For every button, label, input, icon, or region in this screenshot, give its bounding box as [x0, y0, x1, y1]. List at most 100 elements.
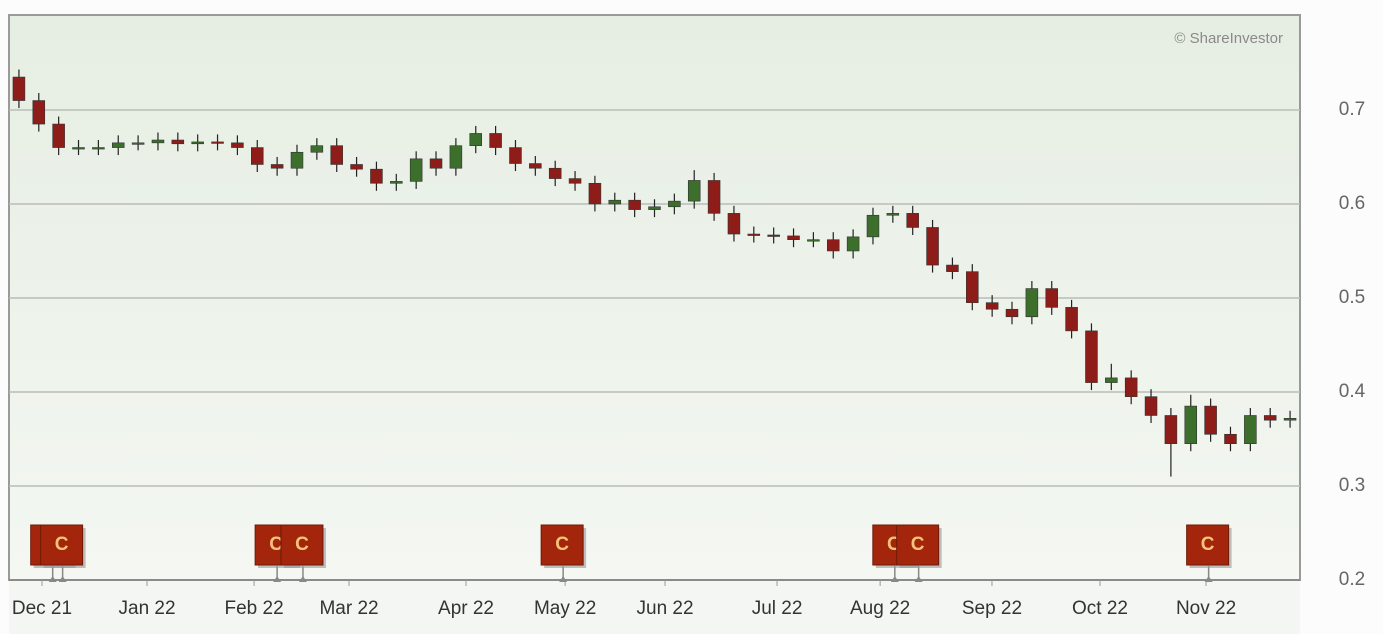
x-tick-label: Jun 22 [637, 598, 694, 619]
candle-body [966, 271, 979, 303]
y-tick-label: 0.4 [1339, 381, 1366, 402]
x-axis-band [9, 580, 1300, 634]
candle-body [529, 163, 542, 169]
x-tick-label: Jan 22 [119, 598, 176, 619]
candle-body [668, 200, 681, 208]
event-marker [540, 524, 584, 566]
candle-body [12, 76, 26, 101]
x-tick-label: Mar 22 [319, 598, 378, 619]
candle-body [1105, 377, 1118, 383]
candle-body [1224, 433, 1237, 444]
y-tick-label: 0.3 [1339, 475, 1365, 496]
candle-body [846, 236, 860, 252]
event-pin [48, 576, 57, 582]
candle-body [509, 147, 522, 164]
x-tick-label: Jul 22 [752, 598, 803, 619]
event-label: C [295, 534, 309, 555]
y-tick-label: 0.7 [1339, 99, 1365, 120]
candle-body [390, 181, 403, 184]
candle-body [985, 302, 999, 310]
candle-body [310, 145, 324, 153]
candle-body [588, 182, 602, 205]
candle-body [111, 142, 125, 148]
candle-body [251, 147, 264, 165]
candle-body [211, 141, 224, 144]
candle-body [171, 139, 185, 145]
candle-body [290, 151, 304, 169]
candle-body [191, 141, 204, 145]
candle-body [1124, 377, 1138, 397]
event-label: C [555, 534, 569, 555]
x-tick-label: Oct 22 [1072, 598, 1128, 619]
candle-body [270, 164, 284, 169]
candle-body [648, 206, 661, 210]
event-marker [896, 524, 940, 566]
x-tick-label: Sep 22 [962, 598, 1022, 619]
event-label: C [1201, 534, 1215, 555]
candle-body [946, 264, 959, 272]
candle-body [52, 123, 65, 148]
event-pin [559, 576, 568, 582]
candle-body [687, 180, 701, 202]
candle-body [1045, 288, 1058, 308]
event-pin [298, 576, 307, 582]
event-marker [280, 524, 324, 566]
candle-body [807, 239, 820, 242]
candle-body [767, 234, 780, 237]
y-tick-label: 0.6 [1339, 193, 1365, 214]
x-tick-label: May 22 [534, 598, 596, 619]
candle-body [231, 142, 244, 148]
event-label: C [269, 534, 283, 555]
candle-body [92, 147, 105, 150]
candle-body [568, 178, 582, 184]
event-marker [1186, 524, 1230, 566]
candle-body [1085, 330, 1098, 383]
x-tick-label: Aug 22 [850, 598, 910, 619]
candle-body [449, 145, 463, 169]
candle-body [628, 199, 641, 210]
candle-body [489, 133, 502, 148]
candle-body [330, 145, 343, 165]
event-pin [273, 576, 282, 582]
candle-body [926, 227, 939, 266]
candle-body [131, 142, 145, 145]
candle-body [548, 167, 562, 179]
event-pin [1204, 576, 1213, 582]
candle-body [1184, 405, 1198, 444]
candle-body [1005, 308, 1019, 318]
candle-body [886, 213, 900, 216]
watermark: © ShareInvestor [1174, 30, 1283, 47]
candle-body [469, 133, 483, 146]
x-tick-label: Dec 21 [12, 598, 72, 619]
y-tick-label: 0.2 [1339, 569, 1365, 590]
candle-body [1065, 307, 1078, 332]
x-tick-label: Nov 22 [1176, 598, 1236, 619]
candle-body [72, 147, 85, 150]
candle-body [1025, 288, 1039, 318]
event-pin [890, 576, 899, 582]
candle-body [747, 233, 761, 236]
event-marker [40, 524, 84, 566]
candle-body [727, 213, 741, 235]
candle-body [370, 168, 383, 184]
candle-body [707, 180, 721, 214]
event-label: C [911, 534, 925, 555]
candle-body [826, 239, 840, 252]
x-tick-label: Apr 22 [438, 598, 494, 619]
candle-body [409, 158, 423, 182]
candle-body [866, 214, 880, 238]
x-tick-label: Feb 22 [225, 598, 284, 619]
candle-body [1144, 396, 1158, 416]
y-tick-label: 0.5 [1339, 287, 1365, 308]
candle-body [350, 164, 363, 170]
event-pin [914, 576, 923, 582]
candle-body [608, 199, 622, 205]
candle-body [1204, 405, 1217, 435]
candle-body [1283, 418, 1297, 421]
candle-body [787, 235, 800, 240]
event-label: C [55, 534, 69, 555]
candle-body [32, 100, 46, 125]
candle-body [151, 139, 165, 144]
candle-body [1263, 415, 1277, 421]
